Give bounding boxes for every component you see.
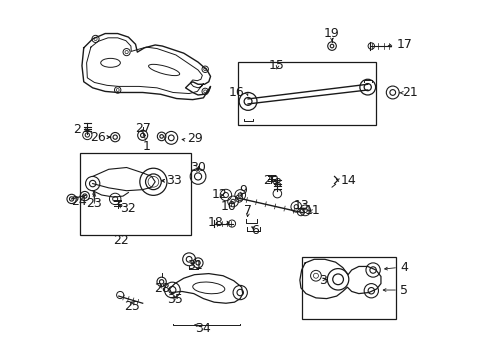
Text: 25: 25: [124, 300, 140, 313]
Text: 27: 27: [135, 122, 150, 135]
Text: 34: 34: [195, 322, 211, 335]
Text: 24: 24: [71, 195, 87, 208]
Text: 5: 5: [399, 284, 407, 297]
Text: 23: 23: [86, 197, 102, 210]
Text: 9: 9: [238, 184, 246, 197]
Text: 35: 35: [166, 293, 183, 306]
Bar: [80, 153, 190, 235]
Text: 16: 16: [228, 86, 244, 99]
Text: 17: 17: [395, 38, 411, 51]
Text: 18: 18: [207, 216, 224, 229]
Text: 12: 12: [211, 188, 227, 201]
Text: 19: 19: [324, 27, 339, 40]
Text: 28: 28: [153, 283, 169, 296]
Text: 10: 10: [220, 200, 236, 213]
Text: 13: 13: [293, 198, 309, 212]
Text: 29: 29: [187, 132, 203, 145]
Text: 14: 14: [340, 174, 356, 186]
Text: 31: 31: [186, 259, 202, 272]
Text: 26: 26: [90, 131, 106, 144]
Text: 8: 8: [272, 177, 280, 190]
Text: 30: 30: [190, 161, 205, 174]
Text: 22: 22: [113, 234, 129, 247]
Text: 20: 20: [263, 174, 279, 186]
Text: 4: 4: [399, 261, 407, 274]
Text: 15: 15: [268, 59, 284, 72]
Text: 7: 7: [244, 204, 251, 217]
Text: 3: 3: [319, 274, 326, 287]
Bar: [238, 62, 375, 125]
Text: 32: 32: [120, 202, 136, 215]
Text: 1: 1: [142, 140, 150, 153]
Text: 33: 33: [165, 174, 181, 186]
Text: 21: 21: [401, 86, 417, 99]
Bar: [301, 257, 395, 319]
Text: 2: 2: [73, 123, 81, 136]
Text: 6: 6: [251, 224, 259, 237]
Text: 11: 11: [304, 204, 320, 217]
